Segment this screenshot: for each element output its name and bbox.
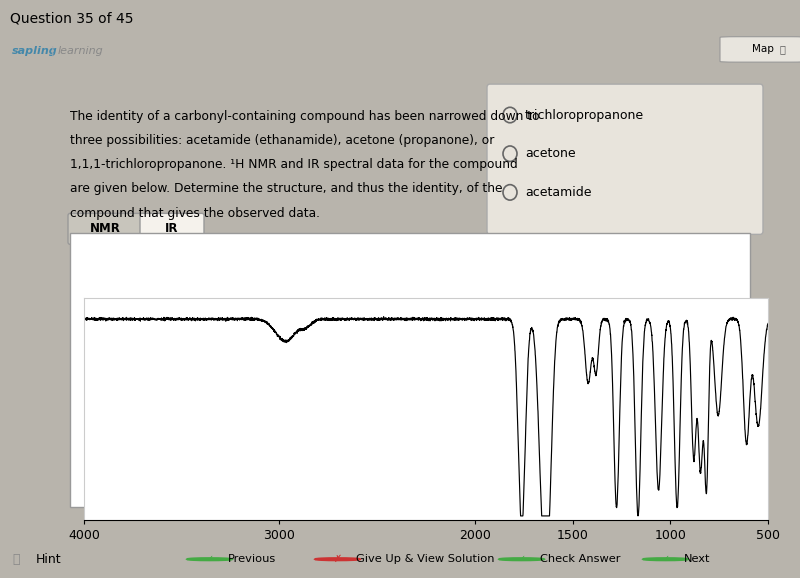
Text: Next: Next [684, 554, 710, 564]
FancyBboxPatch shape [487, 84, 763, 234]
Text: |: | [50, 46, 54, 56]
Text: Give Up & View Solution: Give Up & View Solution [356, 554, 494, 564]
FancyBboxPatch shape [68, 213, 142, 244]
Text: Hint: Hint [36, 553, 62, 566]
Text: 1,1,1-trichloropropanone. ¹H NMR and IR spectral data for the compound: 1,1,1-trichloropropanone. ¹H NMR and IR … [70, 158, 518, 171]
FancyBboxPatch shape [720, 36, 800, 62]
FancyBboxPatch shape [70, 234, 750, 507]
Text: NMR: NMR [90, 223, 121, 235]
Text: IR: IR [166, 223, 178, 235]
Text: 🔆: 🔆 [12, 553, 19, 566]
Text: ✓: ✓ [206, 554, 214, 564]
Text: sapling: sapling [12, 46, 58, 56]
Text: learning: learning [58, 46, 103, 56]
Text: ✓: ✓ [662, 554, 670, 564]
FancyBboxPatch shape [140, 213, 204, 244]
Text: ✓: ✓ [518, 554, 526, 564]
Text: three possibilities: acetamide (ethanamide), acetone (propanone), or: three possibilities: acetamide (ethanami… [70, 134, 494, 147]
Text: Previous: Previous [228, 554, 276, 564]
Text: Map: Map [752, 45, 774, 54]
Text: are given below. Determine the structure, and thus the identity, of the: are given below. Determine the structure… [70, 183, 502, 195]
Text: Question 35 of 45: Question 35 of 45 [10, 12, 133, 25]
Text: ⛹: ⛹ [779, 45, 785, 54]
Text: ✗: ✗ [334, 554, 342, 564]
Text: acetone: acetone [525, 147, 576, 160]
Text: trichloropropanone: trichloropropanone [525, 109, 644, 121]
Text: acetamide: acetamide [525, 186, 591, 199]
Text: Check Answer: Check Answer [540, 554, 621, 564]
Text: compound that gives the observed data.: compound that gives the observed data. [70, 207, 320, 220]
Text: The identity of a carbonyl-containing compound has been narrowed down to: The identity of a carbonyl-containing co… [70, 109, 540, 123]
